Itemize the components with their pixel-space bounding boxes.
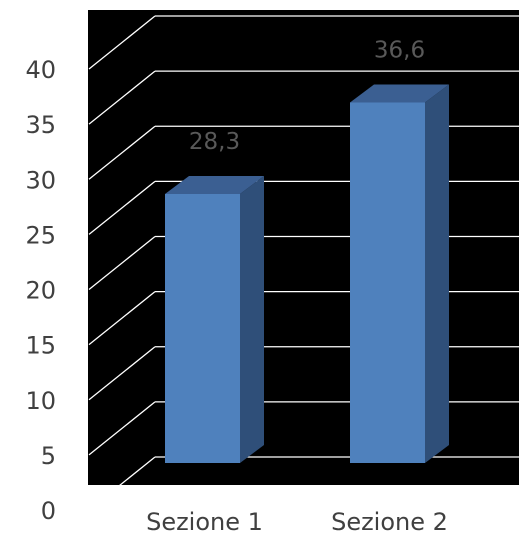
- data-label: 28,3: [189, 129, 240, 155]
- bar-1: [165, 175, 264, 463]
- plot-area: [88, 10, 519, 485]
- y-tick-label: 40: [25, 56, 56, 84]
- x-category-label: Sezione 1: [146, 508, 263, 536]
- gridline-depth: [88, 180, 156, 235]
- gridline-depth: [88, 291, 156, 346]
- gridline-depth: [88, 125, 156, 180]
- y-tick-label: 30: [25, 166, 56, 194]
- bar-top: [165, 175, 264, 194]
- bar-side: [425, 84, 449, 464]
- data-label: 36,6: [374, 37, 425, 63]
- y-tick-label: 25: [25, 221, 56, 249]
- bar-front: [165, 193, 240, 463]
- gridline-depth: [88, 401, 156, 456]
- gridline-depth: [88, 456, 156, 511]
- gridline-depth: [88, 235, 156, 291]
- data-labels: 28,3 36,6: [189, 37, 425, 155]
- x-category-label: Sezione 2: [331, 508, 448, 536]
- bar-top: [350, 84, 449, 103]
- y-axis-ticks: 0 5 10 15 20 25 30 35 40: [25, 56, 56, 525]
- y-tick-label: 0: [41, 497, 56, 525]
- bar-front: [350, 102, 425, 464]
- bar-2: [350, 84, 449, 464]
- gridline-depth: [88, 346, 156, 401]
- y-tick-label: 35: [25, 111, 56, 139]
- bar-side: [240, 175, 264, 463]
- gridline-depth: [88, 15, 156, 70]
- y-tick-label: 10: [25, 387, 56, 415]
- x-axis-categories: Sezione 1 Sezione 2: [146, 508, 448, 536]
- y-tick-label: 15: [25, 332, 56, 360]
- plot-background: [88, 10, 519, 485]
- bars: [165, 84, 449, 464]
- y-tick-label: 5: [41, 442, 56, 470]
- gridline-depth: [88, 70, 156, 125]
- y-tick-label: 20: [25, 277, 56, 305]
